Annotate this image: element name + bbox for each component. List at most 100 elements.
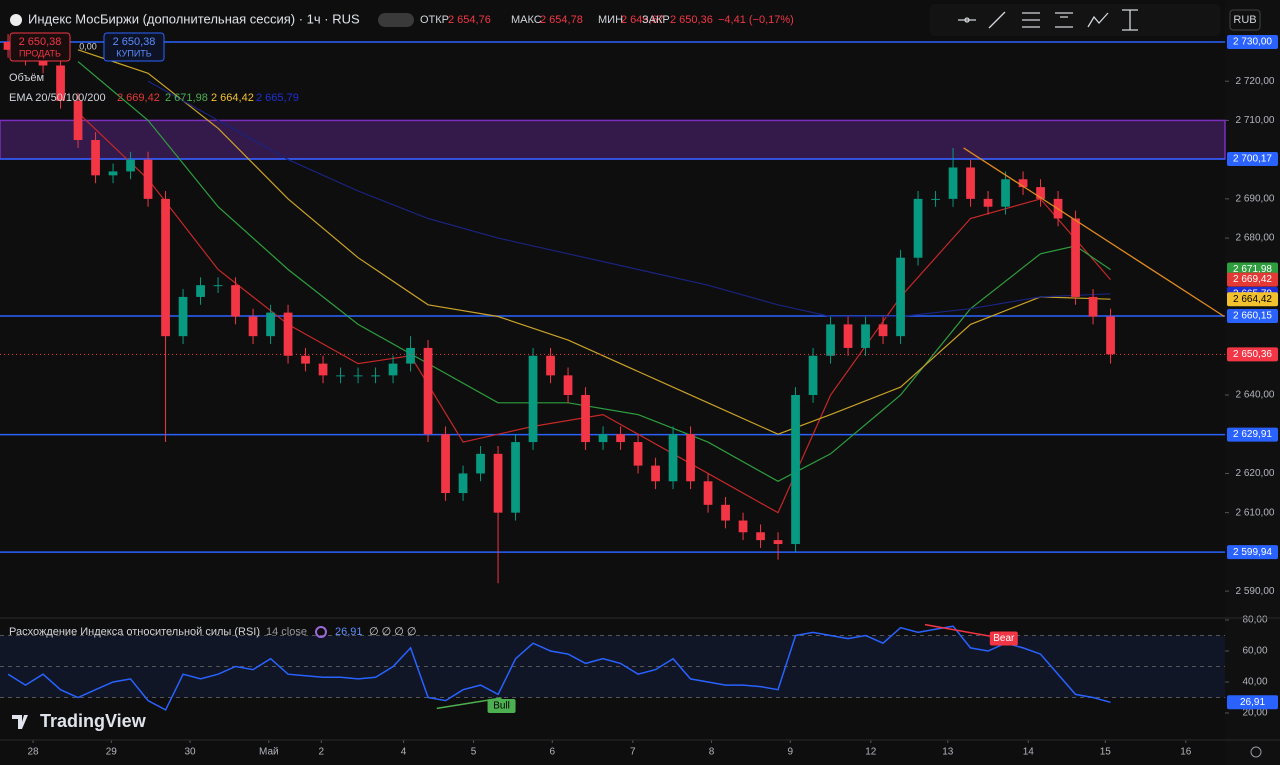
candle-body: [318, 363, 328, 376]
trendline: [963, 147, 1225, 318]
buy-label[interactable]: КУПИТЬ: [116, 48, 151, 58]
sell-button[interactable]: [9, 32, 71, 62]
ema-line: [77, 61, 1111, 482]
candle-body: [3, 41, 13, 50]
rsi-tick-label: 60,00: [1242, 646, 1267, 657]
y-tick-label: 2 610,00: [1236, 507, 1275, 518]
level-label: 2 599,94: [1233, 547, 1272, 558]
price-label: 2 650,36: [1233, 349, 1272, 360]
ohlc-label: ОТКР: [420, 14, 449, 26]
rsi-value-box: [1227, 695, 1278, 710]
price-label-box: [1227, 347, 1278, 362]
ema-legend: EMA 20/50/100/200: [9, 92, 106, 104]
sell-label[interactable]: ПРОДАТЬ: [19, 48, 61, 58]
x-tick-label: 14: [1023, 747, 1035, 758]
change: −4,41 (−0,17%): [718, 14, 794, 26]
x-tick-label: 12: [865, 747, 877, 758]
rsi-params: 14 close: [266, 626, 307, 638]
tool-fib[interactable]: [1022, 12, 1040, 28]
candle-body: [196, 285, 205, 297]
logo: TradingView: [40, 711, 147, 731]
candle-body: [1106, 316, 1115, 355]
currency[interactable]: RUB: [1233, 14, 1256, 26]
flag: [10, 14, 22, 26]
x-tick-label: 5: [471, 747, 477, 758]
candle-body: [458, 473, 468, 494]
rsi-tick-label: 40,00: [1242, 677, 1267, 688]
candle-body: [563, 375, 573, 395]
rsi-title: Расхождение Индекса относительной силы (…: [9, 626, 260, 638]
divergence-label: Bull: [493, 701, 510, 712]
y-tick-label: 2 690,00: [1236, 194, 1275, 205]
tool-channel[interactable]: [1055, 12, 1073, 28]
level-label: 2 629,91: [1233, 429, 1272, 440]
level-label-box: [1227, 545, 1278, 560]
candle-body: [406, 347, 415, 364]
x-tick-label: 4: [401, 747, 407, 758]
ohlc-value: 2 654,78: [540, 14, 583, 26]
price-label-box: [1227, 292, 1278, 307]
y-tick-label: 2 620,00: [1236, 468, 1275, 479]
candle-body: [353, 375, 363, 377]
rsi-value-label: 26,91: [1240, 697, 1265, 708]
ohlc-label: ЗАКР: [642, 14, 670, 26]
candle-body: [703, 481, 713, 505]
candle-body: [931, 198, 940, 200]
volume-legend: Объём: [9, 72, 44, 84]
session-pill[interactable]: [378, 13, 414, 27]
x-tick-label: 28: [28, 747, 40, 758]
tool-hline[interactable]: [958, 17, 976, 23]
currency-box[interactable]: [1229, 9, 1261, 31]
x-tick-label: 29: [106, 747, 118, 758]
ohlc-value: 2 654,76: [448, 14, 491, 26]
candle-body: [773, 540, 783, 545]
ema-value: 2 665,79: [256, 92, 299, 104]
price-label: 2 669,42: [1233, 274, 1272, 285]
rsi-tick-label: 20,00: [1242, 708, 1267, 719]
candle-body: [791, 394, 800, 545]
candle-body: [738, 520, 748, 533]
candle-body: [633, 442, 643, 466]
candle-body: [441, 434, 450, 494]
candle-body: [861, 324, 870, 348]
candle-body: [721, 504, 730, 521]
candle-body: [598, 434, 608, 443]
candle-body: [581, 394, 590, 443]
x-tick-label: 8: [709, 747, 715, 758]
candle-body: [108, 171, 118, 176]
candle-body: [301, 355, 310, 364]
candle-body: [1018, 179, 1028, 188]
buy-button[interactable]: [103, 32, 165, 62]
ema-line: [77, 112, 1111, 514]
level-label-box: [1227, 427, 1278, 442]
candle-body: [546, 355, 555, 376]
tool-pattern[interactable]: [1087, 12, 1109, 28]
spread: 0,00: [79, 41, 97, 51]
level-label-box: [1227, 151, 1278, 166]
candle-body: [336, 375, 345, 377]
tool-measure[interactable]: [1122, 9, 1138, 31]
candle-body: [248, 316, 258, 337]
candle-body: [1088, 296, 1098, 317]
ohlc-label: МИН: [598, 14, 623, 26]
level-label: 2 660,15: [1233, 311, 1272, 322]
candle-body: [1071, 218, 1080, 297]
y-tick-label: 2 680,00: [1236, 233, 1275, 244]
ema-value: 2 671,98: [165, 92, 208, 104]
settings-icon[interactable]: [1250, 746, 1262, 758]
price-label: 2 664,42: [1233, 294, 1272, 305]
sell-price[interactable]: 2 650,38: [19, 36, 62, 48]
buy-price[interactable]: 2 650,38: [113, 36, 156, 48]
candle-body: [56, 65, 65, 101]
price-label-box: [1227, 272, 1278, 287]
ema-value: 2 664,42: [211, 92, 254, 104]
ohlc-value: 2 650,36: [670, 14, 713, 26]
x-tick-label: Май: [259, 747, 279, 758]
candle-body: [1036, 187, 1045, 199]
level-label: 2 700,17: [1233, 154, 1272, 165]
rsi-tick-label: 80,00: [1242, 615, 1267, 626]
tool-trendline[interactable]: [988, 11, 1006, 29]
rsi-line: [7, 625, 1111, 711]
